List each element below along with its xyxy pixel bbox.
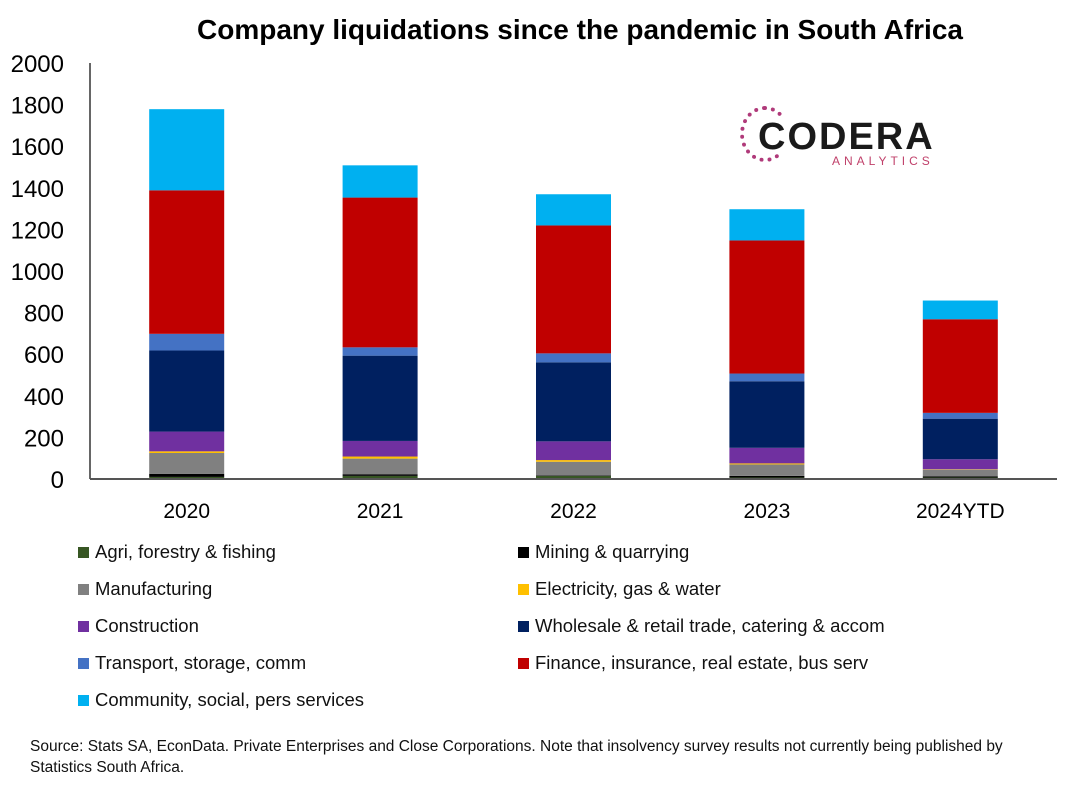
bar-segment-2020-0: [149, 476, 225, 479]
y-tick-label: 400: [24, 384, 64, 411]
y-tick-label: 0: [51, 467, 64, 494]
legend-swatch-icon: [518, 620, 529, 632]
legend-label: Mining & quarrying: [535, 541, 690, 562]
legend-item: Finance, insurance, real estate, bus ser…: [518, 651, 958, 675]
y-tick-label: 1000: [11, 259, 64, 286]
bar-segment-2024YTD-8: [922, 300, 998, 320]
bar-segment-2023-3: [729, 463, 805, 465]
bar-segment-2022-2: [536, 461, 611, 476]
bar-segment-2021-6: [342, 347, 418, 356]
legend-swatch-icon: [78, 657, 89, 669]
x-tick-label: 2022: [550, 500, 597, 523]
bar-segment-2023-6: [729, 373, 805, 382]
x-tick-label: 2020: [163, 500, 210, 523]
y-tick-label: 600: [24, 342, 64, 369]
bar-segment-2021-4: [342, 440, 418, 457]
bar-segment-2021-3: [342, 456, 418, 459]
legend-item: Mining & quarrying: [518, 540, 958, 564]
legend-item: Manufacturing: [78, 577, 518, 601]
legend-item: Construction: [78, 614, 518, 638]
bar-segment-2022-8: [536, 194, 611, 226]
legend-swatch-icon: [518, 546, 529, 558]
bar-segment-2020-1: [149, 473, 225, 477]
legend-swatch-icon: [78, 620, 89, 632]
legend-label: Transport, storage, comm: [95, 652, 307, 673]
bar-segment-2022-4: [536, 441, 611, 461]
y-tick-label: 2000: [11, 51, 64, 78]
codera-logo: CODERA ANALYTICS: [740, 104, 940, 174]
bar-segment-2022-1: [536, 475, 611, 476]
bar-segment-2020-2: [149, 453, 225, 474]
legend-item: Wholesale & retail trade, catering & acc…: [518, 614, 958, 638]
bar-segment-2020-7: [149, 190, 225, 334]
legend-label: Wholesale & retail trade, catering & acc…: [535, 615, 885, 636]
legend-item: Electricity, gas & water: [518, 577, 958, 601]
legend-item: Transport, storage, comm: [78, 651, 518, 675]
x-tick-label: 2021: [357, 500, 404, 523]
bar-segment-2024YTD-1: [922, 476, 998, 478]
bar-segment-2023-4: [729, 447, 805, 464]
chart-title: Company liquidations since the pandemic …: [197, 14, 963, 45]
bar-segment-2023-5: [729, 381, 805, 448]
logo-main-text: CODERA: [758, 116, 935, 158]
bar-segment-2020-6: [149, 333, 225, 351]
bar-segment-2020-3: [149, 451, 225, 453]
legend-label: Agri, forestry & fishing: [95, 541, 276, 562]
bar-segment-2024YTD-5: [922, 418, 998, 460]
bar-segment-2023-7: [729, 240, 805, 374]
bar-segment-2022-6: [536, 353, 611, 363]
bar-segment-2020-4: [149, 431, 225, 452]
logo-ring-icon: [740, 106, 790, 162]
bar-segment-2023-8: [729, 209, 805, 241]
bar-segment-2024YTD-7: [922, 319, 998, 413]
bar-segment-2021-7: [342, 197, 418, 348]
source-note: Source: Stats SA, EconData. Private Ente…: [30, 738, 1003, 776]
legend-label: Finance, insurance, real estate, bus ser…: [535, 652, 869, 673]
bar-segment-2021-5: [342, 355, 418, 441]
bar-segment-2024YTD-4: [922, 459, 998, 470]
bar-segment-2021-8: [342, 165, 418, 198]
legend-label: Manufacturing: [95, 578, 213, 599]
legend-swatch-icon: [518, 583, 529, 595]
bar-segment-2024YTD-6: [922, 412, 998, 419]
bar-segment-2021-0: [342, 475, 418, 479]
legend-swatch-icon: [78, 583, 89, 595]
bar-segment-2022-0: [536, 475, 611, 479]
bar-segment-2023-1: [729, 475, 805, 478]
bar-segment-2022-7: [536, 225, 611, 354]
legend-label: Electricity, gas & water: [535, 578, 721, 599]
y-tick-label: 1400: [11, 176, 64, 203]
bar-segment-2024YTD-2: [922, 469, 998, 477]
legend-item: Agri, forestry & fishing: [78, 540, 518, 564]
bar-segment-2022-3: [536, 460, 611, 462]
chart-legend: Agri, forestry & fishing Mining & quarryi…: [78, 540, 1038, 712]
bar-segment-2022-5: [536, 362, 611, 442]
x-tick-label: 2023: [744, 500, 791, 523]
legend-swatch-icon: [78, 694, 89, 706]
legend-swatch-icon: [78, 546, 89, 558]
y-tick-label: 1200: [11, 217, 64, 244]
y-tick-label: 1800: [11, 93, 64, 120]
y-tick-label: 1600: [11, 134, 64, 161]
bar-segment-2021-1: [342, 474, 418, 476]
legend-label: Construction: [95, 615, 199, 636]
y-tick-label: 200: [24, 425, 64, 452]
bar-segment-2020-8: [149, 109, 225, 191]
legend-item: Community, social, pers services: [78, 688, 518, 712]
x-tick-label: 2024YTD: [916, 500, 1005, 523]
legend-label: Community, social, pers services: [95, 689, 365, 710]
bar-segment-2023-2: [729, 464, 805, 476]
bar-segment-2020-5: [149, 350, 225, 432]
bar-segment-2021-2: [342, 458, 418, 475]
y-tick-label: 800: [24, 301, 64, 328]
logo-sub-text: ANALYTICS: [832, 154, 934, 168]
legend-swatch-icon: [518, 657, 529, 669]
